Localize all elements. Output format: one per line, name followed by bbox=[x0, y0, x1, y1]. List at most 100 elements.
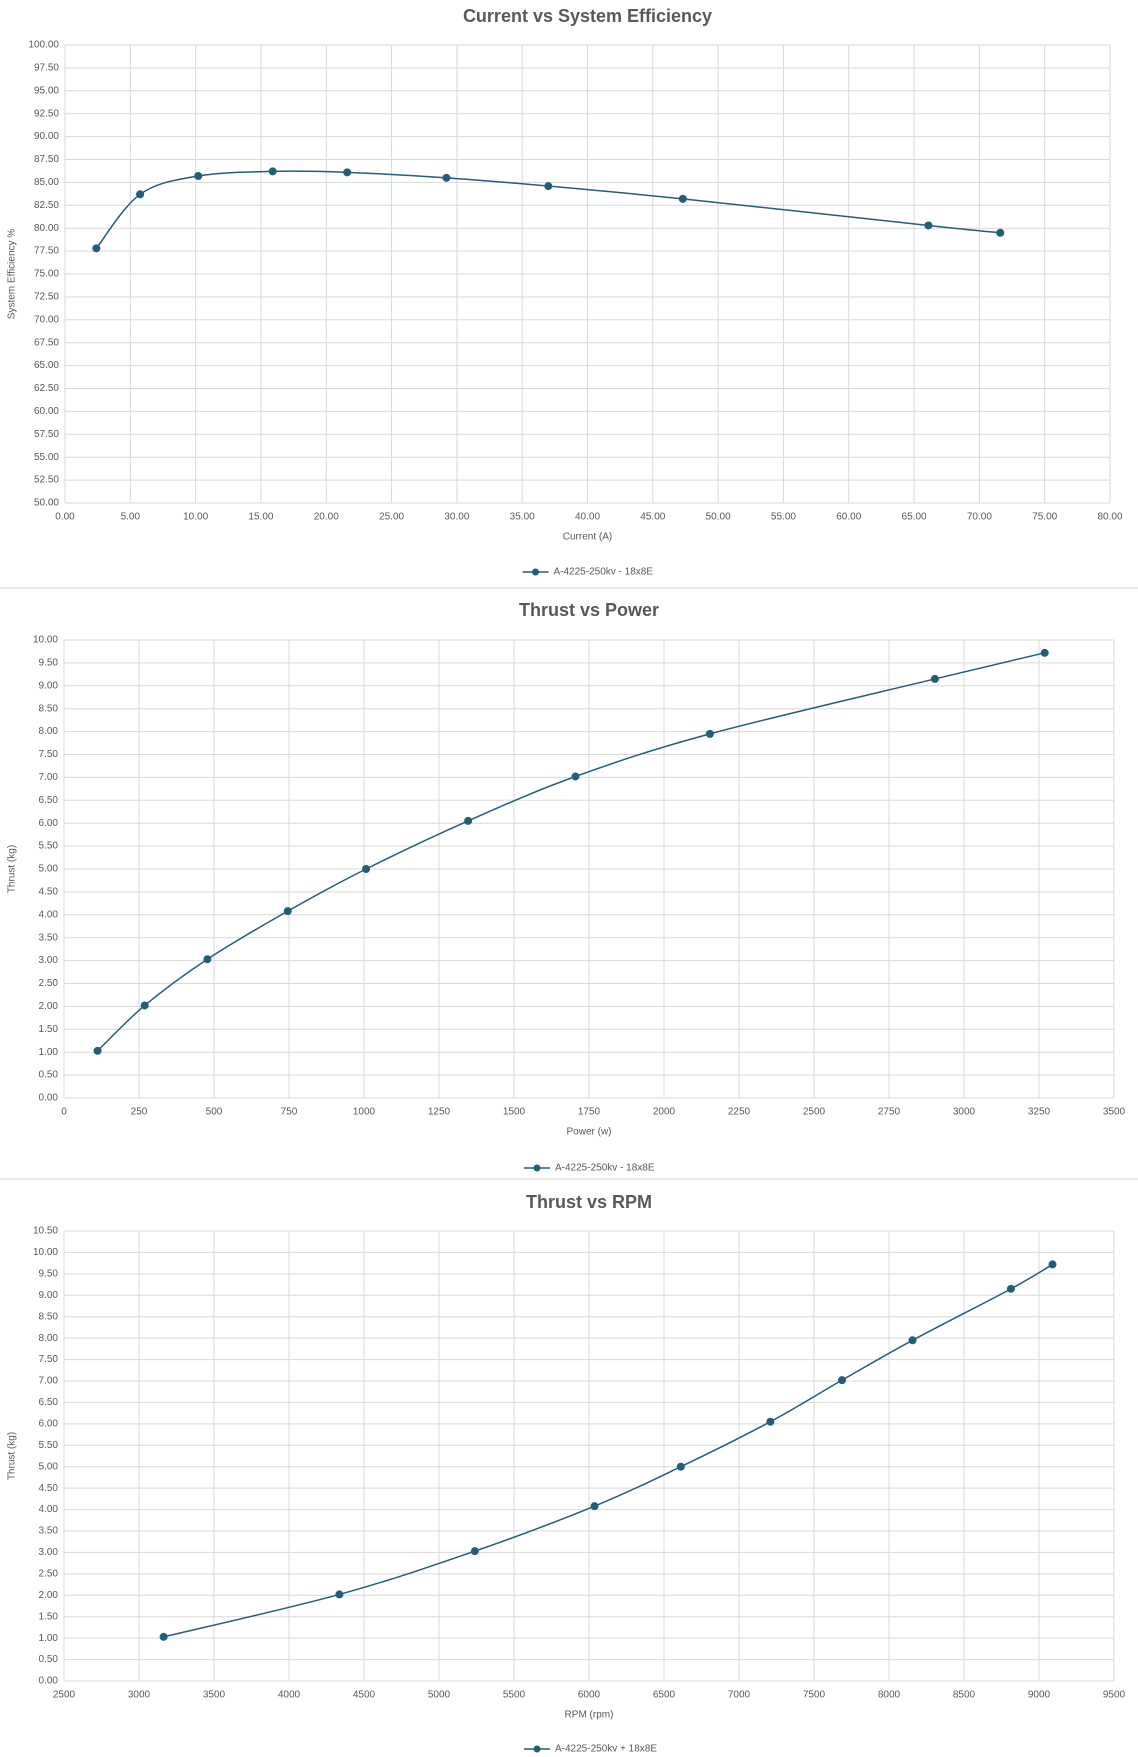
y-tick-label: 92.50 bbox=[34, 108, 59, 119]
y-tick-label: 2.00 bbox=[39, 1001, 59, 1012]
y-tick-label: 1.50 bbox=[39, 1611, 59, 1622]
y-tick-label: 8.00 bbox=[39, 726, 59, 737]
data-point bbox=[92, 244, 101, 253]
y-tick-label: 87.50 bbox=[34, 154, 59, 165]
data-point bbox=[335, 1590, 344, 1599]
y-tick-label: 4.50 bbox=[39, 887, 59, 898]
data-point bbox=[464, 816, 473, 825]
y-tick-label: 4.00 bbox=[39, 909, 59, 920]
x-tick-label: 55.00 bbox=[771, 512, 796, 523]
y-tick-label: 6.00 bbox=[39, 1418, 59, 1429]
data-point bbox=[590, 1502, 599, 1511]
x-tick-label: 2000 bbox=[653, 1107, 676, 1118]
data-point bbox=[442, 173, 451, 182]
x-tick-label: 0 bbox=[61, 1107, 67, 1118]
y-tick-label: 4.50 bbox=[39, 1483, 59, 1494]
y-tick-label: 10.00 bbox=[33, 1247, 58, 1258]
x-tick-label: 25.00 bbox=[379, 512, 404, 523]
x-tick-label: 0.00 bbox=[55, 512, 75, 523]
series-line bbox=[97, 652, 1045, 1052]
y-tick-label: 0.00 bbox=[39, 1676, 59, 1687]
y-tick-label: 9.50 bbox=[39, 1268, 59, 1279]
y-tick-label: 7.50 bbox=[39, 1354, 59, 1365]
x-tick-label: 750 bbox=[281, 1107, 298, 1118]
data-point bbox=[766, 1417, 775, 1426]
y-tick-label: 100.00 bbox=[28, 40, 59, 51]
x-tick-label: 4000 bbox=[278, 1690, 301, 1701]
x-tick-label: 1250 bbox=[428, 1107, 451, 1118]
y-tick-label: 52.50 bbox=[34, 475, 59, 486]
x-tick-label: 3250 bbox=[1028, 1107, 1051, 1118]
y-tick-label: 8.50 bbox=[39, 1311, 59, 1322]
y-tick-label: 2.00 bbox=[39, 1590, 59, 1601]
legend-label: A-4225-250kv + 18x8E bbox=[555, 1744, 657, 1755]
y-tick-label: 7.50 bbox=[39, 749, 59, 760]
y-tick-label: 1.00 bbox=[39, 1633, 59, 1644]
y-tick-label: 10.00 bbox=[33, 635, 58, 646]
y-tick-label: 3.50 bbox=[39, 932, 59, 943]
x-tick-label: 10.00 bbox=[183, 512, 208, 523]
x-tick-label: 7500 bbox=[803, 1690, 826, 1701]
y-tick-label: 82.50 bbox=[34, 200, 59, 211]
y-tick-label: 2.50 bbox=[39, 1568, 59, 1579]
y-tick-label: 72.50 bbox=[34, 292, 59, 303]
data-point bbox=[268, 167, 277, 176]
x-tick-label: 30.00 bbox=[444, 512, 469, 523]
y-tick-label: 3.00 bbox=[39, 955, 59, 966]
y-tick-label: 7.00 bbox=[39, 1376, 59, 1387]
data-point bbox=[1006, 1284, 1015, 1293]
y-tick-label: 5.00 bbox=[39, 864, 59, 875]
legend-label: A-4225-250kv - 18x8E bbox=[554, 567, 654, 578]
x-tick-label: 8500 bbox=[953, 1690, 976, 1701]
y-tick-label: 0.00 bbox=[39, 1093, 59, 1104]
legend-label: A-4225-250kv - 18x8E bbox=[555, 1163, 655, 1174]
y-tick-label: 9.00 bbox=[39, 680, 59, 691]
y-tick-label: 62.50 bbox=[34, 383, 59, 394]
x-tick-label: 9000 bbox=[1028, 1690, 1051, 1701]
y-tick-label: 2.50 bbox=[39, 978, 59, 989]
data-point bbox=[136, 190, 145, 199]
data-point bbox=[676, 1462, 685, 1471]
y-tick-label: 5.50 bbox=[39, 1440, 59, 1451]
x-tick-label: 1000 bbox=[353, 1107, 376, 1118]
x-axis-label: Current (A) bbox=[563, 532, 612, 543]
legend-marker bbox=[533, 1745, 541, 1753]
x-tick-label: 70.00 bbox=[967, 512, 992, 523]
y-tick-label: 3.50 bbox=[39, 1526, 59, 1537]
y-tick-label: 9.00 bbox=[39, 1290, 59, 1301]
x-tick-label: 15.00 bbox=[248, 512, 273, 523]
x-axis-label: Power (w) bbox=[566, 1127, 611, 1138]
y-tick-label: 57.50 bbox=[34, 429, 59, 440]
y-tick-label: 77.50 bbox=[34, 246, 59, 257]
x-tick-label: 3500 bbox=[1103, 1107, 1126, 1118]
y-tick-label: 3.00 bbox=[39, 1547, 59, 1558]
y-tick-label: 80.00 bbox=[34, 223, 59, 234]
data-point bbox=[571, 772, 580, 781]
data-point bbox=[140, 1001, 149, 1010]
legend-marker bbox=[533, 1164, 541, 1172]
y-axis-label: System Efficiency % bbox=[7, 229, 18, 320]
x-tick-label: 8000 bbox=[878, 1690, 901, 1701]
x-tick-label: 1500 bbox=[503, 1107, 526, 1118]
x-tick-label: 80.00 bbox=[1097, 512, 1122, 523]
x-tick-label: 6500 bbox=[653, 1690, 676, 1701]
x-tick-label: 2500 bbox=[803, 1107, 826, 1118]
y-tick-label: 8.00 bbox=[39, 1333, 59, 1344]
x-tick-label: 6000 bbox=[578, 1690, 601, 1701]
y-tick-label: 6.50 bbox=[39, 1397, 59, 1408]
y-tick-label: 0.50 bbox=[39, 1070, 59, 1081]
data-point bbox=[838, 1376, 847, 1385]
data-point bbox=[678, 194, 687, 203]
x-tick-label: 50.00 bbox=[706, 512, 731, 523]
chart-title: Thrust vs RPM bbox=[526, 1192, 652, 1212]
y-tick-label: 67.50 bbox=[34, 337, 59, 348]
y-tick-label: 6.00 bbox=[39, 818, 59, 829]
data-point bbox=[194, 171, 203, 180]
data-point bbox=[908, 1336, 917, 1345]
x-tick-label: 2250 bbox=[728, 1107, 751, 1118]
y-axis-label: Thrust (kg) bbox=[7, 1432, 18, 1480]
x-tick-label: 5000 bbox=[428, 1690, 451, 1701]
y-tick-label: 1.00 bbox=[39, 1047, 59, 1058]
data-point bbox=[203, 955, 212, 964]
